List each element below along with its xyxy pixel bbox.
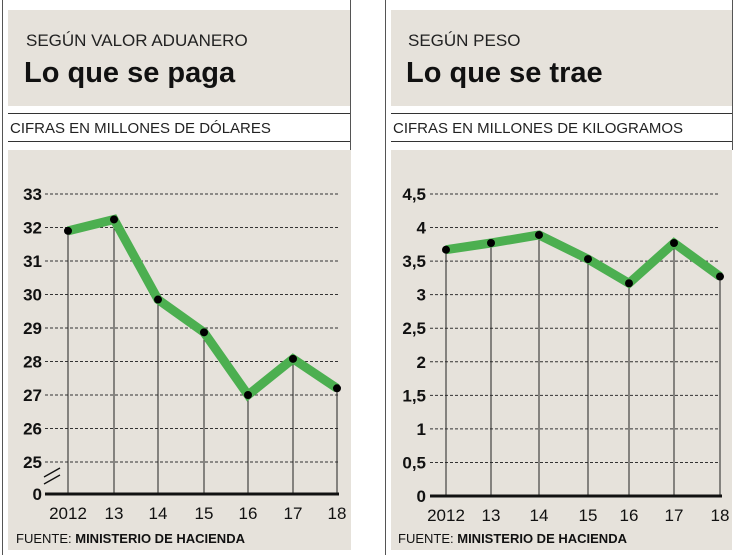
x-tick-label: 15 (579, 506, 598, 525)
source-name: MINISTERIO DE HACIENDA (457, 531, 627, 546)
x-tick-label: 13 (482, 506, 501, 525)
y-tick-label: 29 (23, 319, 42, 338)
data-point (442, 245, 450, 254)
y-tick-label: 0,5 (402, 453, 426, 472)
x-tick-label: 14 (530, 506, 549, 525)
data-point (625, 279, 633, 288)
y-tick-label: 1,5 (402, 386, 426, 405)
y-tick-label: 1 (417, 420, 426, 439)
x-tick-label: 16 (620, 506, 639, 525)
y-tick-label: 4,5 (402, 185, 426, 204)
y-tick-label: 26 (23, 420, 42, 439)
header-box (8, 10, 350, 106)
panel-left: SEGÚN VALOR ADUANERO Lo que se paga CIFR… (2, 0, 351, 555)
y-tick-label: 25 (23, 453, 42, 472)
chart-title: Lo que se paga (24, 57, 236, 89)
data-point (584, 255, 592, 264)
y-tick-label: 30 (23, 286, 42, 305)
x-tick-label: 14 (149, 504, 168, 523)
data-point (716, 272, 724, 281)
x-tick-label: 17 (665, 506, 684, 525)
x-tick-label: 15 (195, 504, 214, 523)
data-point (487, 238, 495, 247)
source-name: MINISTERIO DE HACIENDA (75, 531, 245, 546)
x-tick-label: 2012 (49, 504, 87, 523)
kicker: SEGÚN PESO (408, 31, 520, 50)
y-tick-label: 32 (23, 219, 42, 238)
data-point (535, 230, 543, 239)
source-prefix: FUENTE: (398, 531, 457, 546)
y-tick-label: 4 (417, 219, 427, 238)
unit-label: CIFRAS EN MILLONES DE DÓLARES (10, 120, 271, 137)
source: FUENTE: MINISTERIO DE HACIENDA (398, 531, 628, 546)
header-box (391, 10, 732, 106)
x-tick-label: 18 (328, 504, 347, 523)
y-tick-label: 28 (23, 353, 42, 372)
data-point (670, 238, 678, 247)
source-prefix: FUENTE: (16, 531, 75, 546)
y-tick-label: 3 (417, 286, 426, 305)
y-tick-label: 33 (23, 185, 42, 204)
plot: 0 25 26 27 28 29 30 31 32 33 2012 13 14 15 16 17 18 (23, 185, 346, 523)
y-tick-label: 2 (417, 353, 426, 372)
data-point (244, 391, 252, 399)
panel-right: SEGÚN PESO Lo que se trae CIFRAS EN MILL… (385, 0, 733, 555)
y-tick-label: 0 (417, 487, 426, 506)
data-point (289, 354, 297, 363)
source: FUENTE: MINISTERIO DE HACIENDA (16, 531, 246, 546)
y-tick-label: 3,5 (402, 252, 426, 271)
axis-break-mark (43, 467, 61, 478)
x-tick-label: 16 (239, 504, 258, 523)
axis-break-mark (43, 474, 61, 485)
y-tick-label: 0 (33, 485, 42, 504)
y-tick-label: 27 (23, 386, 42, 405)
plot-area (8, 150, 351, 550)
plot: 0 0,5 1 1,5 2 2,5 3 3,5 4 4,5 2012 13 14 15 16 17 18 (402, 185, 729, 525)
data-point (333, 384, 341, 393)
unit-label: CIFRAS EN MILLONES DE KILOGRAMOS (393, 120, 683, 137)
data-point (200, 328, 208, 337)
data-point (154, 295, 162, 304)
plot-area (391, 150, 732, 550)
y-tick-label: 2,5 (402, 319, 426, 338)
x-tick-label: 13 (105, 504, 124, 523)
data-point (64, 226, 72, 235)
kicker: SEGÚN VALOR ADUANERO (26, 31, 248, 50)
x-tick-label: 2012 (427, 506, 465, 525)
y-tick-label: 31 (23, 252, 42, 271)
chart-title: Lo que se trae (406, 57, 603, 89)
data-point (110, 215, 118, 224)
x-tick-label: 17 (284, 504, 303, 523)
x-tick-label: 18 (711, 506, 730, 525)
